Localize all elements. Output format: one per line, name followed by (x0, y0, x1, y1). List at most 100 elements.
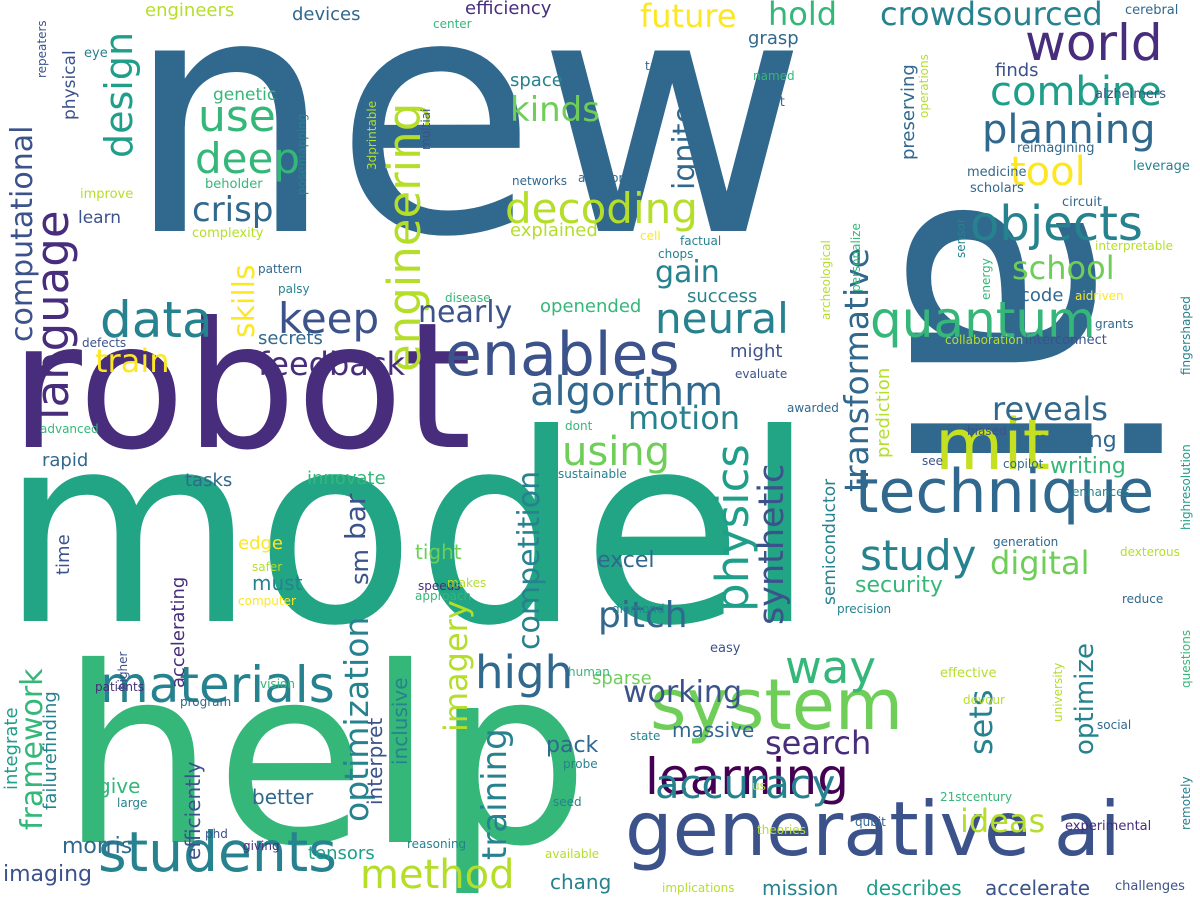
word-safer: safer (252, 560, 283, 574)
word-way: way (785, 641, 877, 694)
word-chops: chops (658, 247, 694, 261)
word-learn: learn (78, 208, 122, 228)
word-personalize: personalize (849, 223, 863, 292)
word-innovate: innovate (307, 468, 386, 489)
word-code: code (1020, 285, 1064, 306)
word-crispr: crispr (192, 190, 288, 230)
word-morris: morris (62, 834, 133, 859)
word-tackle: tackle (645, 59, 682, 73)
word-help: help (60, 615, 590, 900)
word-sustainable: sustainable (558, 467, 627, 481)
word-hunt: hunt (755, 95, 785, 110)
word-sensor: sensor (954, 218, 968, 258)
word-awarded: awarded (787, 401, 839, 415)
word-space: space (510, 70, 563, 91)
word-see: see (922, 454, 944, 468)
word-writing: writing (1050, 454, 1126, 479)
word-eye: eye (84, 46, 108, 61)
word-better: better (252, 785, 314, 809)
word-seed: seed (553, 795, 582, 809)
word-sm: sm (346, 549, 374, 585)
word-probe: probe (563, 757, 598, 771)
word-training: training (475, 728, 515, 860)
word-physics: physics (706, 444, 759, 612)
word-accuracy: accuracy (655, 762, 836, 808)
word-tight: tight (415, 540, 462, 564)
word-phd: phd (205, 827, 228, 841)
word-aidriven: aidriven (1075, 289, 1124, 303)
word-digital: digital (990, 544, 1090, 582)
word-efficiently: efficiently (181, 761, 205, 860)
word-bar: bar (339, 493, 372, 540)
word-named: named (753, 69, 795, 83)
word-computational: computational (5, 125, 40, 342)
word-crowdsourced: crowdsourced (880, 0, 1103, 33)
word-alzheimers: alzheimers (1095, 87, 1167, 102)
word-sparse: sparse (592, 668, 652, 689)
word-giving: giving (243, 839, 280, 853)
word-give: give (98, 774, 141, 798)
word-decoding: decoding (505, 184, 698, 233)
word-finds: finds (995, 60, 1039, 81)
word-ignite: ignite (667, 105, 702, 190)
word-working: working (623, 675, 742, 710)
word-deep: deep (195, 134, 300, 183)
word-aviation: aviation (578, 171, 627, 185)
word-tool: tool (1010, 149, 1086, 195)
word-improve: improve (80, 187, 134, 202)
word-advanced: advanced (40, 422, 99, 436)
word-explained: explained (510, 220, 598, 241)
word-pitch: pitch (598, 595, 688, 636)
word-synthetic: synthetic (752, 463, 792, 625)
word-hold: hold (768, 0, 838, 33)
word-failurefinding: failurefinding (40, 691, 61, 810)
word-human: human (568, 665, 610, 679)
word-planning: planning (982, 107, 1156, 153)
word-theories: theories (757, 823, 806, 837)
word-devour: devour (963, 693, 1005, 707)
word-questions: questions (1179, 629, 1193, 688)
word-reasoning: reasoning (407, 837, 467, 851)
word-making: making (1035, 428, 1117, 453)
word-medicine: medicine (967, 165, 1027, 180)
word-center: center (433, 17, 472, 31)
word-qubit: qubit (855, 815, 886, 829)
word-excel: excel (597, 548, 655, 573)
word-remotely: remotely (1179, 776, 1193, 830)
word-kinds: kinds (510, 90, 600, 130)
word-reduce: reduce (1122, 592, 1164, 606)
word-available: available (545, 847, 600, 861)
word-success: success (687, 286, 758, 307)
word-energy: energy (979, 258, 993, 300)
word-fingershaped: fingershaped (1179, 296, 1193, 375)
word-cell: cell (640, 229, 661, 243)
word-nearly: nearly (418, 295, 513, 330)
word-evaluate: evaluate (735, 367, 788, 381)
word-computer: computer (238, 594, 296, 608)
word-might: might (730, 341, 783, 362)
word-biased: biased (967, 424, 1007, 438)
word-pattern: pattern (258, 262, 303, 276)
word-reveals: reveals (992, 390, 1108, 428)
word-us: us (752, 779, 766, 793)
word-students: students (98, 820, 337, 884)
word-prediction: prediction (873, 367, 894, 458)
word-integrate: integrate (1, 707, 22, 790)
word-approach: approach (415, 589, 472, 603)
word-quantum: quantum (870, 291, 1096, 349)
word-search: search (765, 724, 872, 762)
word-model: model (0, 378, 816, 683)
word-scholars: scholars (970, 181, 1024, 196)
word-interpretable: interpretable (1095, 239, 1174, 253)
word-21stcentury: 21stcentury (940, 790, 1013, 804)
word-competition: competition (512, 470, 547, 650)
word-archeological: archeological (819, 240, 833, 320)
word-genetic: genetic (213, 85, 277, 105)
word-posemapping: posemapping (295, 113, 309, 195)
word-neural: neural (655, 294, 789, 343)
word-leverage: leverage (1133, 159, 1190, 174)
word-copilot: copilot (1003, 457, 1044, 471)
word-collaboration: collaboration (945, 333, 1024, 347)
word-pack: pack (546, 733, 599, 758)
word-high: high (475, 646, 574, 699)
